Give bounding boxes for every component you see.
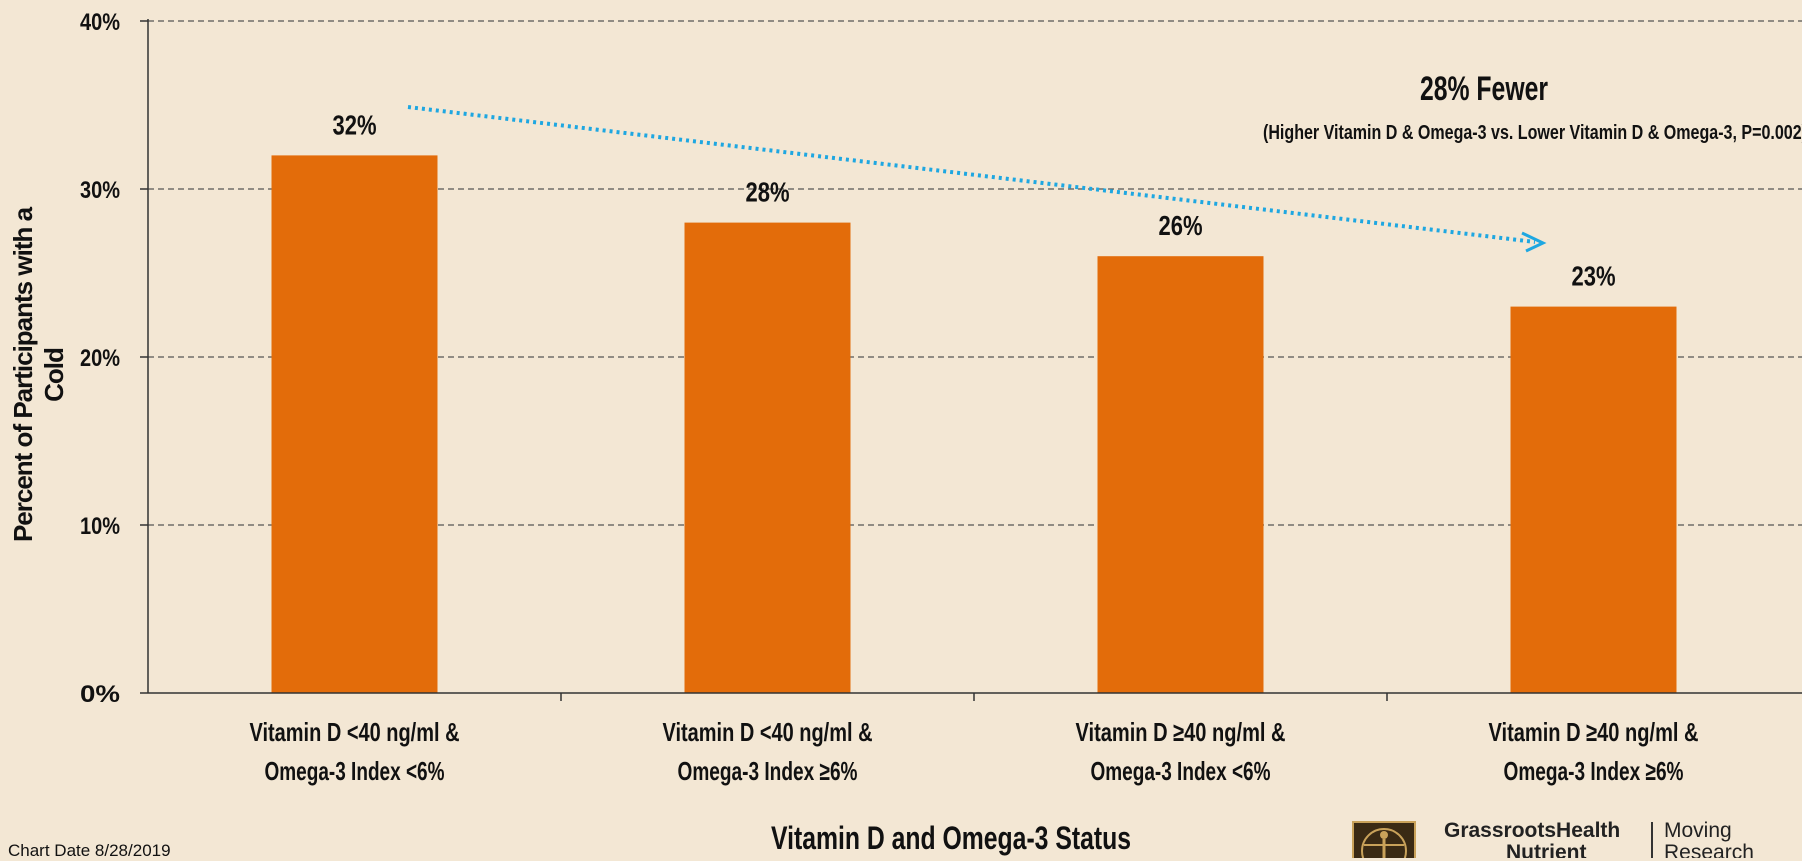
x-axis-title: Vitamin D and Omega-3 Status xyxy=(771,820,1131,856)
bar xyxy=(1097,256,1264,693)
logo-name: GrassrootsHealth Nutrient xyxy=(1444,819,1621,859)
x-tick-label: Omega-3 Index ≥6% xyxy=(678,756,858,786)
y-tick-labels: 0% 10% 20% 30% 40% xyxy=(80,9,120,708)
data-label: 26% xyxy=(1159,210,1203,241)
x-tick-label: Omega-3 Index <6% xyxy=(1091,756,1271,786)
bar xyxy=(1510,306,1677,693)
x-tick-label: Omega-3 Index ≥6% xyxy=(1504,756,1684,786)
x-tick-label: Omega-3 Index <6% xyxy=(265,756,445,786)
x-tick-label: Vitamin D <40 ng/ml & xyxy=(250,717,460,747)
y-tick-label: 10% xyxy=(80,513,120,540)
y-tick-label: 40% xyxy=(80,9,120,36)
data-label: 32% xyxy=(333,109,377,140)
chart-date: Chart Date 8/28/2019 xyxy=(8,841,171,860)
x-tick-labels: Vitamin D <40 ng/ml & Omega-3 Index <6% Vi… xyxy=(250,717,1699,786)
data-labels: 32% 28% 26% 23% xyxy=(333,109,1616,291)
grassrootshealth-logo: GrassrootsHealth Nutrient Moving Researc… xyxy=(1352,818,1802,858)
logo-tagline-line-1: Moving xyxy=(1664,819,1732,842)
logo-name-line-1: GrassrootsHealth xyxy=(1444,819,1621,842)
y-tick-label: 0% xyxy=(80,681,120,708)
annotation: 28% Fewer (Higher Vitamin D & Omega-3 vs… xyxy=(407,70,1802,253)
y-tick-label: 20% xyxy=(80,345,120,372)
trend-arrow xyxy=(407,105,1536,244)
x-tick-label: Vitamin D ≥40 ng/ml & xyxy=(1076,717,1286,747)
logo-tagline-line-2: Research xyxy=(1664,841,1754,859)
data-label: 28% xyxy=(746,177,790,208)
bar xyxy=(271,155,438,693)
y-tick-label: 30% xyxy=(80,177,120,204)
y-axis-title: Percent of Participants with a Cold xyxy=(8,207,69,543)
x-tick-label: Vitamin D ≥40 ng/ml & xyxy=(1489,717,1699,747)
data-label: 23% xyxy=(1572,261,1616,292)
logo-name-line-2: Nutrient xyxy=(1506,841,1587,859)
x-tick-label: Vitamin D <40 ng/ml & xyxy=(663,717,873,747)
axes xyxy=(140,19,1802,701)
trend-arrow-head xyxy=(1521,231,1547,253)
annotation-headline: 28% Fewer xyxy=(1420,70,1548,108)
vitruvian-man-icon xyxy=(1352,821,1416,858)
logo-tagline: Moving Research xyxy=(1664,819,1754,859)
bar xyxy=(684,222,851,693)
annotation-detail: (Higher Vitamin D & Omega-3 vs. Lower Vi… xyxy=(1263,122,1802,144)
logo-separator xyxy=(1651,822,1653,858)
bars xyxy=(271,155,1677,693)
